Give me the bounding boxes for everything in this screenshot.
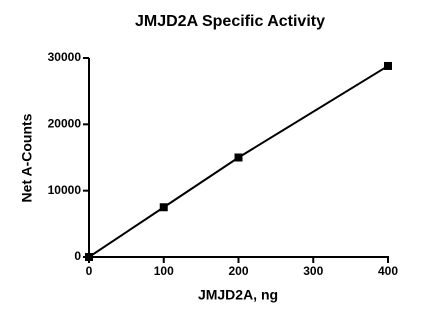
marker [384, 61, 392, 70]
x-tick-label: 400 [378, 264, 398, 278]
x-tick-label: 300 [303, 264, 323, 278]
y-axis-title: Net A-Counts [19, 113, 35, 202]
y-tick-label: 20000 [48, 117, 82, 131]
marker [159, 203, 168, 212]
marker [234, 153, 243, 162]
data-line [88, 65, 389, 258]
x-tick-label: 0 [86, 264, 93, 278]
chart-title: JMJD2A Specific Activity [135, 13, 325, 30]
x-axis-title: JMJD2A, ng [198, 287, 278, 303]
y-tick-label: 30000 [48, 50, 82, 64]
y-tick-label: 10000 [48, 183, 82, 197]
x-tick-label: 100 [154, 264, 174, 278]
marker [85, 253, 93, 261]
x-tick-label: 200 [228, 264, 248, 278]
y-tick-label: 0 [74, 249, 81, 263]
